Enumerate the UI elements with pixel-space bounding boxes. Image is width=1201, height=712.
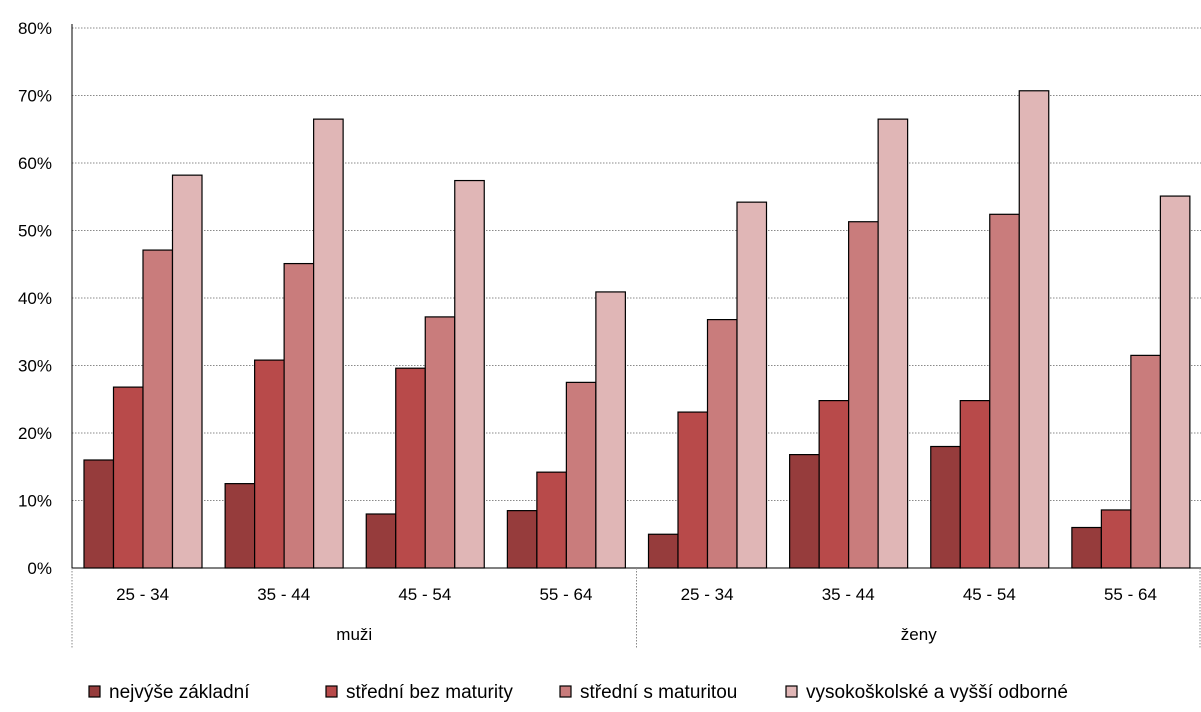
y-tick-label: 70% [18,87,52,106]
bar [395,367,426,569]
x-tick-label: 45 - 54 [963,585,1016,604]
bar [365,513,397,569]
y-tick-label: 50% [18,222,52,241]
bar [706,319,738,569]
bar [1130,354,1161,569]
x-tick-label: 25 - 34 [116,585,169,604]
legend-swatch [785,685,798,698]
legend-swatch [325,685,338,698]
x-tick-label: 45 - 54 [398,585,451,604]
bar [1018,90,1050,569]
legend-label: střední bez maturity [346,682,513,703]
y-tick-label: 80% [18,19,52,38]
bar [565,381,597,569]
legend-swatch [559,685,572,698]
y-tick-label: 0% [27,559,52,578]
x-tick-label: 35 - 44 [822,585,875,604]
legend-label: vysokoškolské a vyšší odborné [806,682,1068,703]
bar [930,445,961,569]
legend-label: střední s maturitou [580,682,737,703]
bar [313,118,344,569]
bar [454,179,485,569]
bar [112,386,144,569]
bar [83,459,115,569]
y-tick-label: 20% [18,424,52,443]
bar [1071,526,1102,569]
bar [283,262,315,569]
x-tick-label: 55 - 64 [1104,585,1157,604]
bar [254,359,285,569]
group-label: muži [336,625,372,644]
bar [877,118,909,569]
bar [1159,195,1191,569]
bar [424,316,456,569]
y-tick-label: 60% [18,154,52,173]
bar [677,411,709,569]
group-label: ženy [901,625,937,644]
x-tick-label: 55 - 64 [539,585,592,604]
y-tick-label: 30% [18,357,52,376]
bar [142,249,174,569]
bar [171,174,203,569]
x-tick-label: 25 - 34 [681,585,734,604]
bar [224,483,256,569]
bar [789,454,820,569]
bar [848,221,879,569]
bar [647,533,679,569]
bar [595,291,626,569]
legend-label: nejvýše základní [109,682,250,703]
y-tick-label: 10% [18,492,52,511]
x-tick-label: 35 - 44 [257,585,310,604]
bar [818,400,850,569]
bar [536,471,567,569]
legend-swatch [88,685,101,698]
y-tick-label: 40% [18,289,52,308]
bar [506,510,538,569]
bar [1100,509,1132,569]
bar [736,201,768,569]
bar [959,400,991,569]
bar [989,213,1020,569]
